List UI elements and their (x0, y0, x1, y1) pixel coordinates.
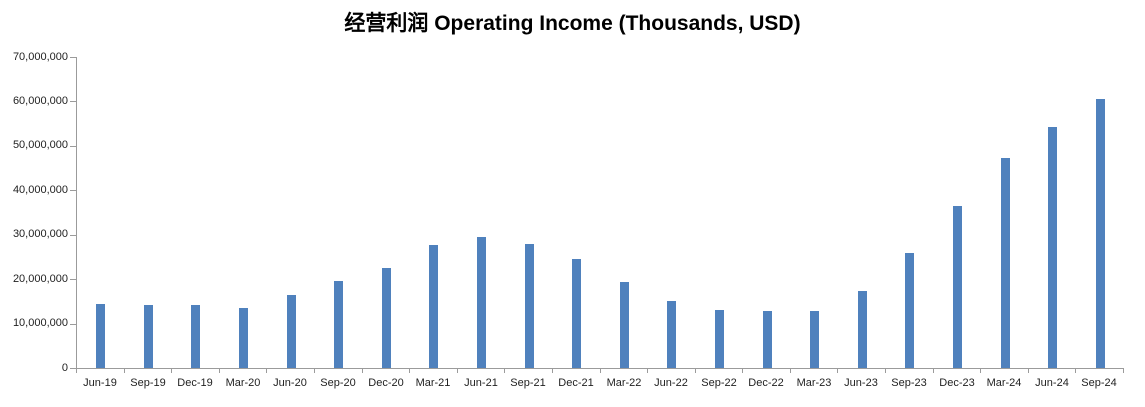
x-axis-tick-label: Mar-22 (606, 377, 642, 389)
x-axis-tick-label: Jun-22 (654, 377, 688, 389)
y-axis-tick-mark (70, 368, 76, 369)
x-axis-tick-mark (266, 369, 267, 373)
x-axis-tick-mark (314, 369, 315, 373)
x-axis-tick-label: Sep-23 (891, 377, 927, 389)
bar-jun-21 (477, 237, 486, 368)
chart-title: 经营利润 Operating Income (Thousands, USD) (344, 12, 801, 35)
bar-sep-20 (334, 281, 343, 368)
x-axis-tick-label: Mar-21 (415, 377, 451, 389)
y-axis-tick-mark (70, 57, 76, 58)
bar-mar-20 (239, 308, 248, 368)
bar-jun-22 (667, 301, 676, 368)
x-axis-tick-label: Dec-22 (748, 377, 784, 389)
bar-dec-22 (763, 311, 772, 368)
x-axis-tick-mark (1028, 369, 1029, 373)
x-axis-tick-mark (885, 369, 886, 373)
bar-mar-21 (429, 245, 438, 368)
bar-jun-20 (287, 295, 296, 368)
x-axis-tick-label: Dec-19 (177, 377, 213, 389)
bar-dec-21 (572, 259, 581, 368)
x-axis-tick-mark (409, 369, 410, 373)
x-axis-tick-mark (837, 369, 838, 373)
y-axis-tick-mark (70, 235, 76, 236)
y-axis-tick-label: 30,000,000 (12, 228, 68, 241)
x-axis-tick-label: Jun-21 (464, 377, 498, 389)
y-axis-tick-label: 40,000,000 (12, 183, 68, 196)
x-axis-tick-mark (171, 369, 172, 373)
bar-mar-24 (1001, 158, 1010, 368)
x-axis-tick-label: Jun-19 (83, 377, 117, 389)
y-axis-tick-label: 50,000,000 (12, 139, 68, 152)
bar-sep-23 (905, 253, 914, 368)
y-axis-tick-mark (70, 101, 76, 102)
x-axis-tick-label: Sep-20 (320, 377, 356, 389)
x-axis-tick-label: Jun-23 (844, 377, 878, 389)
bar-jun-23 (858, 291, 867, 368)
x-axis-tick-mark (76, 369, 77, 373)
x-axis-tick-label: Dec-21 (558, 377, 594, 389)
bar-sep-19 (144, 305, 153, 368)
x-axis-tick-mark (695, 369, 696, 373)
x-axis-tick-mark (742, 369, 743, 373)
x-axis-tick-label: Dec-23 (939, 377, 975, 389)
plot-area (76, 57, 1124, 369)
x-axis-tick-label: Mar-20 (225, 377, 261, 389)
bar-dec-23 (953, 206, 962, 368)
x-axis-tick-mark (1123, 369, 1124, 373)
x-axis-tick-mark (124, 369, 125, 373)
bar-jun-19 (96, 304, 105, 368)
bar-sep-22 (715, 310, 724, 368)
y-axis-tick-mark (70, 324, 76, 325)
y-axis-tick-label: 70,000,000 (12, 50, 68, 63)
y-axis-tick-mark (70, 190, 76, 191)
bar-sep-24 (1096, 99, 1105, 368)
x-axis-tick-label: Jun-24 (1035, 377, 1069, 389)
x-axis-tick-mark (1075, 369, 1076, 373)
x-axis-tick-label: Mar-24 (986, 377, 1022, 389)
bar-mar-23 (810, 311, 819, 368)
bar-mar-22 (620, 282, 629, 368)
y-axis-tick-mark (70, 279, 76, 280)
x-axis-tick-mark (933, 369, 934, 373)
x-axis-tick-mark (219, 369, 220, 373)
x-axis-tick-label: Sep-22 (701, 377, 737, 389)
x-axis-tick-mark (980, 369, 981, 373)
x-axis-tick-mark (647, 369, 648, 373)
bar-sep-21 (525, 244, 534, 368)
bar-dec-20 (382, 268, 391, 368)
x-axis-tick-label: Sep-24 (1081, 377, 1117, 389)
y-axis-tick-label: 20,000,000 (12, 272, 68, 285)
bar-jun-24 (1048, 127, 1057, 368)
y-axis-tick-mark (70, 146, 76, 147)
x-axis-tick-mark (790, 369, 791, 373)
x-axis-tick-label: Mar-23 (796, 377, 832, 389)
x-axis-tick-label: Dec-20 (368, 377, 404, 389)
x-axis-tick-mark (552, 369, 553, 373)
x-axis-tick-label: Jun-20 (273, 377, 307, 389)
y-axis-tick-label: 0 (61, 361, 68, 374)
x-axis-tick-mark (362, 369, 363, 373)
y-axis-tick-label: 10,000,000 (12, 317, 68, 330)
bar-dec-19 (191, 305, 200, 368)
y-axis-tick-label: 60,000,000 (12, 94, 68, 107)
x-axis-tick-mark (504, 369, 505, 373)
x-axis-tick-mark (457, 369, 458, 373)
x-axis-tick-mark (600, 369, 601, 373)
x-axis-tick-label: Sep-21 (510, 377, 546, 389)
x-axis-tick-label: Sep-19 (130, 377, 166, 389)
